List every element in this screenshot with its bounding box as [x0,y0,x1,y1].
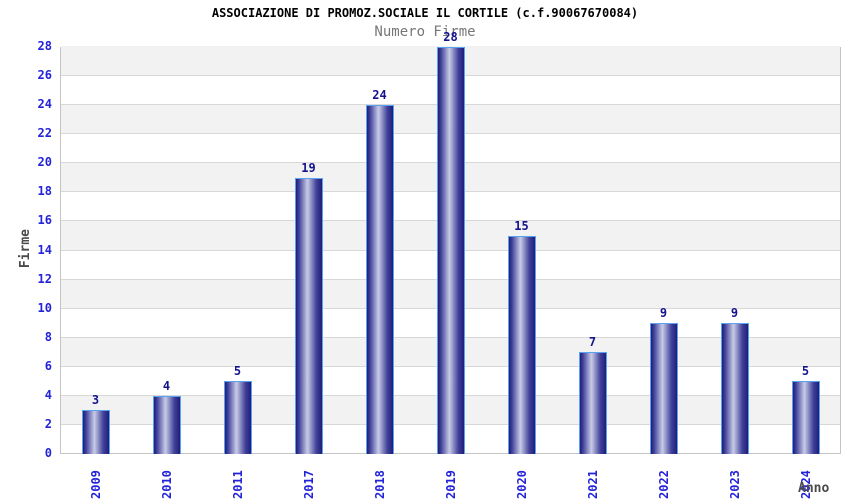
bar [436,47,465,454]
y-tick-label: 12 [37,271,52,286]
bar-value-label: 5 [233,364,242,379]
bar [720,323,749,454]
bar-value-label: 19 [301,160,316,175]
bar [578,352,607,454]
y-tick-label: 4 [44,387,52,402]
chart-title: ASSOCIAZIONE DI PROMOZ.SOCIALE IL CORTIL… [211,6,639,20]
bar [294,177,323,454]
y-tick-label: 24 [37,97,52,112]
x-tick-label: 2022 [656,470,671,499]
y-tick-label: 22 [37,126,52,141]
bar [791,381,820,454]
bar-value-label: 15 [514,218,529,233]
y-tick-label: 26 [37,68,52,83]
x-tick-label: 2010 [159,470,174,499]
bar-value-label: 4 [162,378,171,393]
y-tick-label: 2 [44,416,52,431]
y-tick-label: 0 [44,446,52,460]
y-tick-label: 20 [37,155,52,170]
bar-value-label: 9 [659,306,668,321]
y-tick-label: 14 [37,242,52,257]
bar-value-label: 9 [730,306,739,321]
y-tick-label: 10 [37,300,52,315]
bar [649,323,678,454]
x-tick-label: 2011 [230,470,245,499]
bar-value-label: 5 [801,364,810,379]
x-tick-label: 2023 [727,470,742,499]
bar [81,410,110,454]
bar-value-label: 3 [91,393,100,408]
y-axis-title: Firme [18,228,33,268]
x-tick-label: 2019 [443,470,458,499]
bar-value-label: 28 [443,30,458,44]
bar [223,381,252,454]
x-axis-title: Anno [798,481,830,496]
bar-value-label: 24 [372,88,387,103]
y-tick-label: 16 [37,213,52,228]
bar [507,235,536,454]
x-tick-label: 2020 [514,470,529,499]
chart-subtitle: Numero Firme [374,24,476,40]
bar [152,395,181,454]
x-tick-label: 2017 [301,470,316,499]
bar [365,105,394,454]
y-tick-label: 28 [37,39,52,53]
x-tick-label: 2021 [585,470,600,499]
bar-value-label: 7 [588,335,597,350]
x-tick-label: 2018 [372,470,387,499]
y-tick-label: 8 [44,329,52,344]
y-tick-label: 6 [44,358,52,373]
y-tick-label: 18 [37,184,52,199]
x-tick-label: 2009 [88,470,103,499]
